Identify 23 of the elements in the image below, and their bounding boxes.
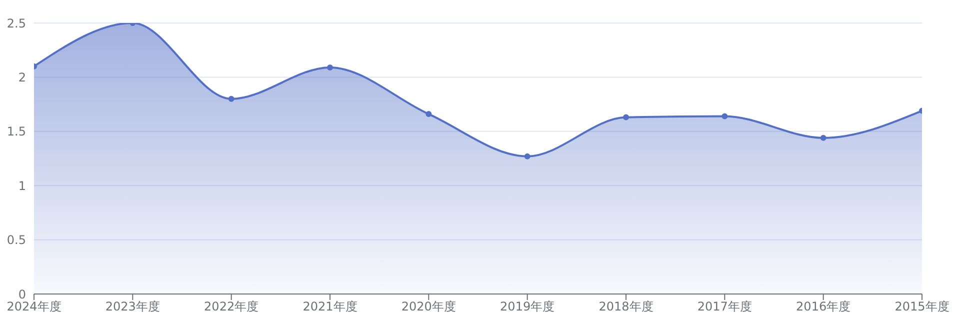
x-tick-label: 2018年度 [598, 300, 654, 314]
y-tick-label: 0 [18, 287, 26, 302]
x-tick-label: 2024年度 [6, 300, 62, 314]
y-tick-label: 0.5 [6, 233, 26, 248]
y-tick-label: 1.5 [6, 124, 26, 139]
x-tick-label: 2021年度 [302, 300, 358, 314]
y-tick-label: 2 [18, 70, 26, 84]
point [524, 153, 530, 160]
point [426, 111, 432, 118]
x-tick-label: 2017年度 [697, 300, 752, 314]
y-tick-label: 1 [18, 178, 26, 193]
point [623, 114, 629, 120]
x-tick-label: 2020年度 [401, 300, 456, 314]
point [327, 64, 333, 70]
x-tick-label: 2022年度 [204, 300, 259, 314]
x-tick-label: 2016年度 [796, 300, 851, 314]
x-tick-label: 2023年度 [105, 300, 160, 314]
x-tick-label: 2019年度 [500, 300, 555, 314]
point [820, 134, 826, 141]
point [722, 113, 728, 120]
point [228, 96, 234, 102]
y-tick-label: 2.5 [6, 16, 26, 30]
x-tick-label: 2015年度 [894, 300, 950, 314]
